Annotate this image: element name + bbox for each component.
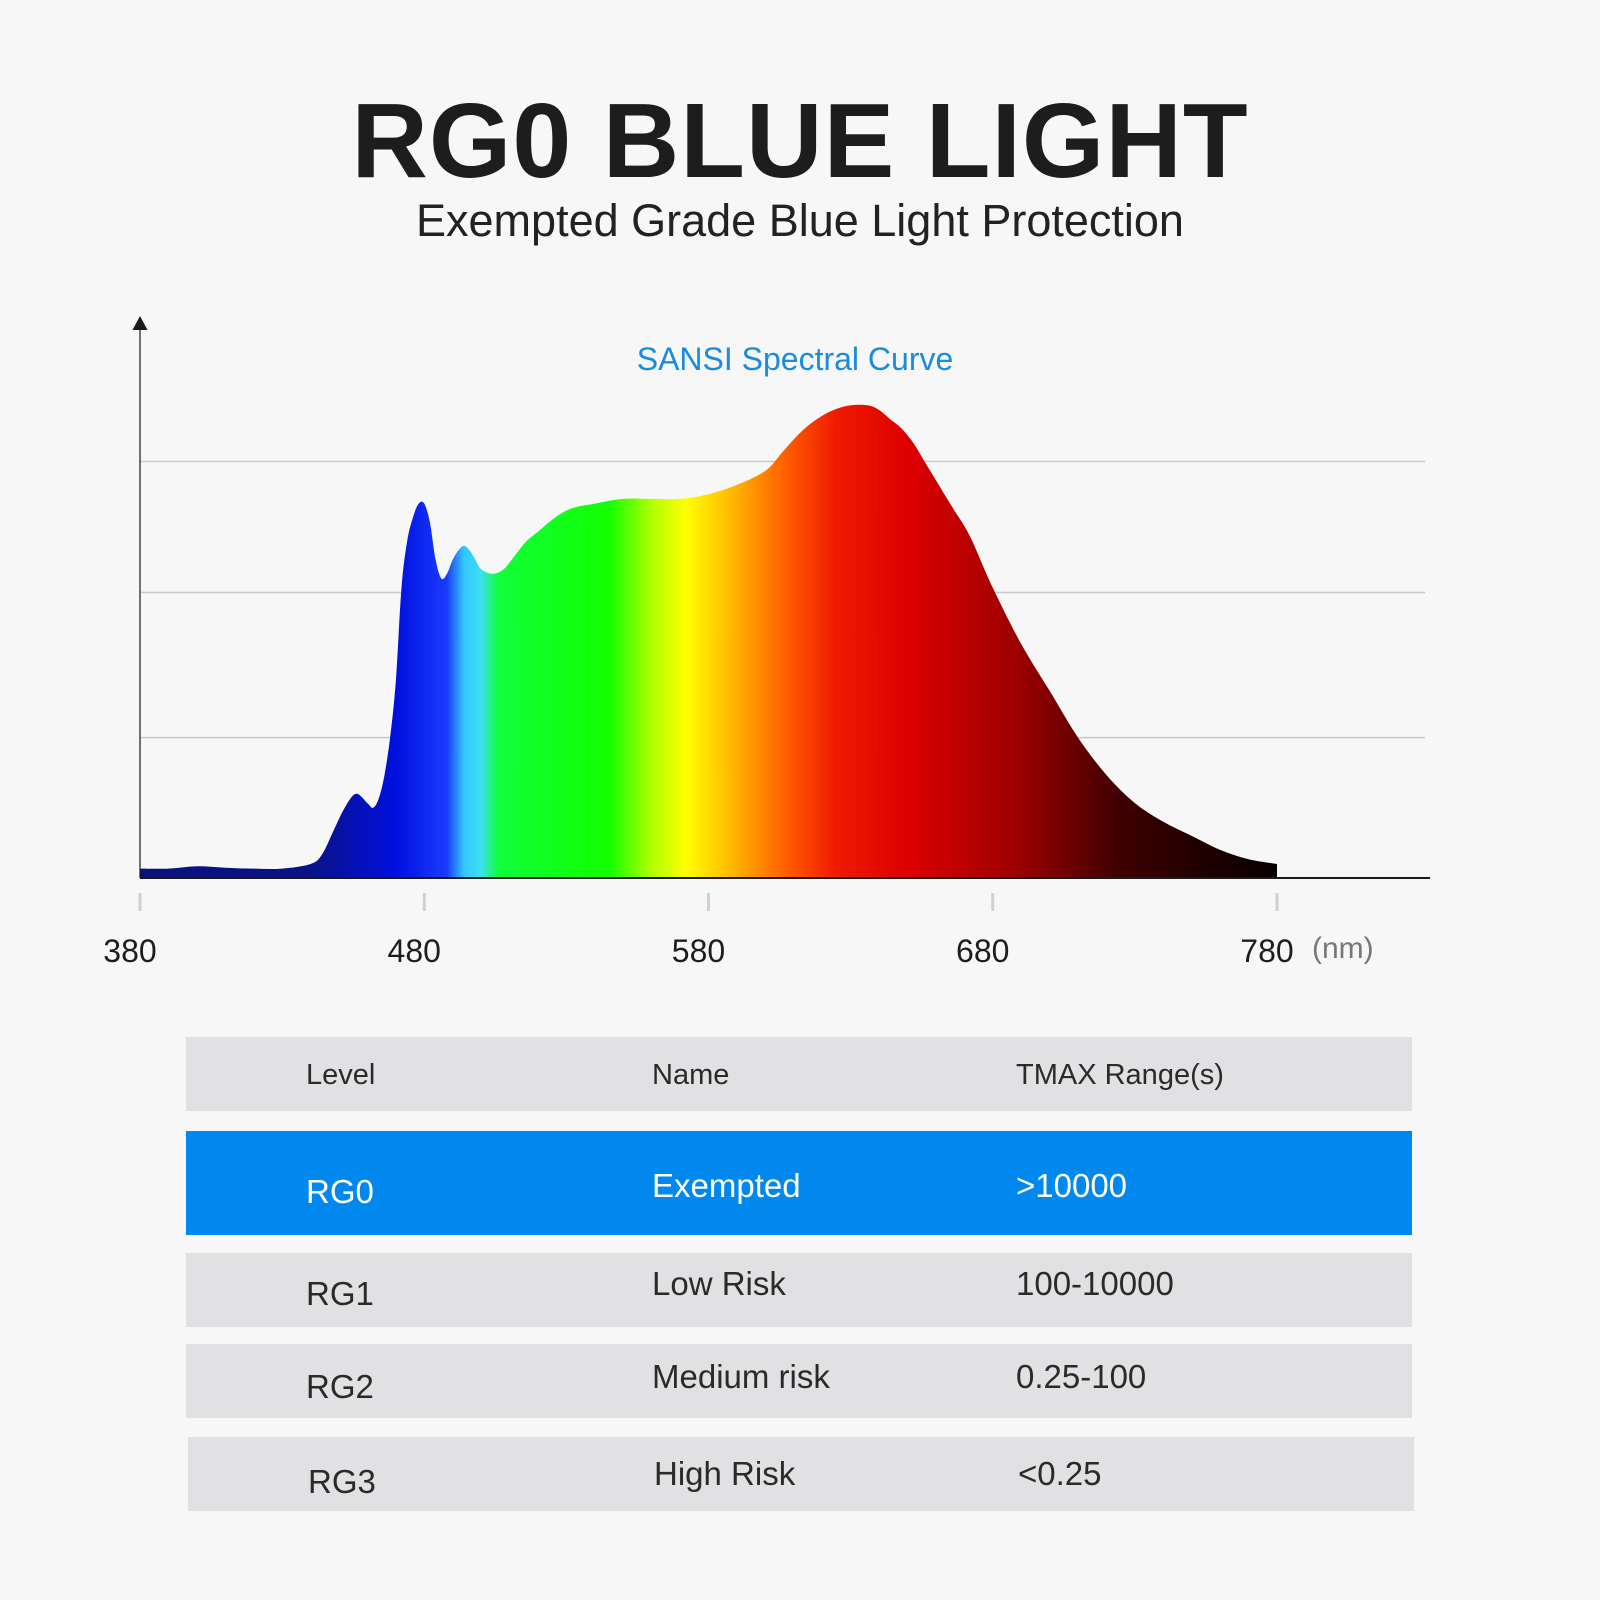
- row-range: >10000: [1016, 1167, 1128, 1204]
- table-row: RG0 Exempted >10000: [186, 1131, 1412, 1235]
- row-level: RG3: [308, 1463, 376, 1500]
- row-level: RG0: [306, 1173, 374, 1210]
- row-level: RG1: [306, 1275, 374, 1312]
- row-name: Low Risk: [652, 1265, 786, 1302]
- x-tick-label: 380: [103, 933, 156, 969]
- x-axis-ticks: 380 480 580 680 780: [103, 893, 1294, 969]
- spectral-chart: SANSI Spectral Curve 380 480 580 680 780 (nm…: [103, 316, 1430, 969]
- row-range: 100-10000: [1016, 1265, 1174, 1302]
- header-name: Name: [652, 1059, 730, 1091]
- table-row: RG1 Low Risk 100-10000: [186, 1253, 1412, 1327]
- table-header: Level Name TMAX Range(s): [186, 1037, 1412, 1111]
- x-tick-label: 580: [672, 933, 725, 969]
- header-range: TMAX Range(s): [1016, 1059, 1224, 1091]
- row-level: RG2: [306, 1368, 374, 1405]
- page-subtitle: Exempted Grade Blue Light Protection: [416, 195, 1184, 246]
- chart-title: SANSI Spectral Curve: [637, 341, 954, 377]
- y-axis-arrow: [132, 316, 148, 330]
- x-tick-label: 680: [956, 933, 1009, 969]
- x-axis-unit: (nm): [1312, 932, 1374, 965]
- row-name: High Risk: [654, 1455, 796, 1492]
- table-row: RG2 Medium risk 0.25-100: [186, 1344, 1412, 1418]
- row-name: Exempted: [652, 1167, 801, 1204]
- page-title: RG0 BLUE LIGHT: [351, 82, 1249, 200]
- row-range: <0.25: [1018, 1455, 1102, 1492]
- spectrum-area: [140, 404, 1277, 878]
- x-tick-label: 480: [388, 933, 441, 969]
- row-name: Medium risk: [652, 1358, 830, 1395]
- row-range: 0.25-100: [1016, 1358, 1147, 1395]
- x-tick-label: 780: [1240, 933, 1293, 969]
- header-level: Level: [306, 1059, 376, 1091]
- table-row: RG3 High Risk <0.25: [188, 1437, 1414, 1511]
